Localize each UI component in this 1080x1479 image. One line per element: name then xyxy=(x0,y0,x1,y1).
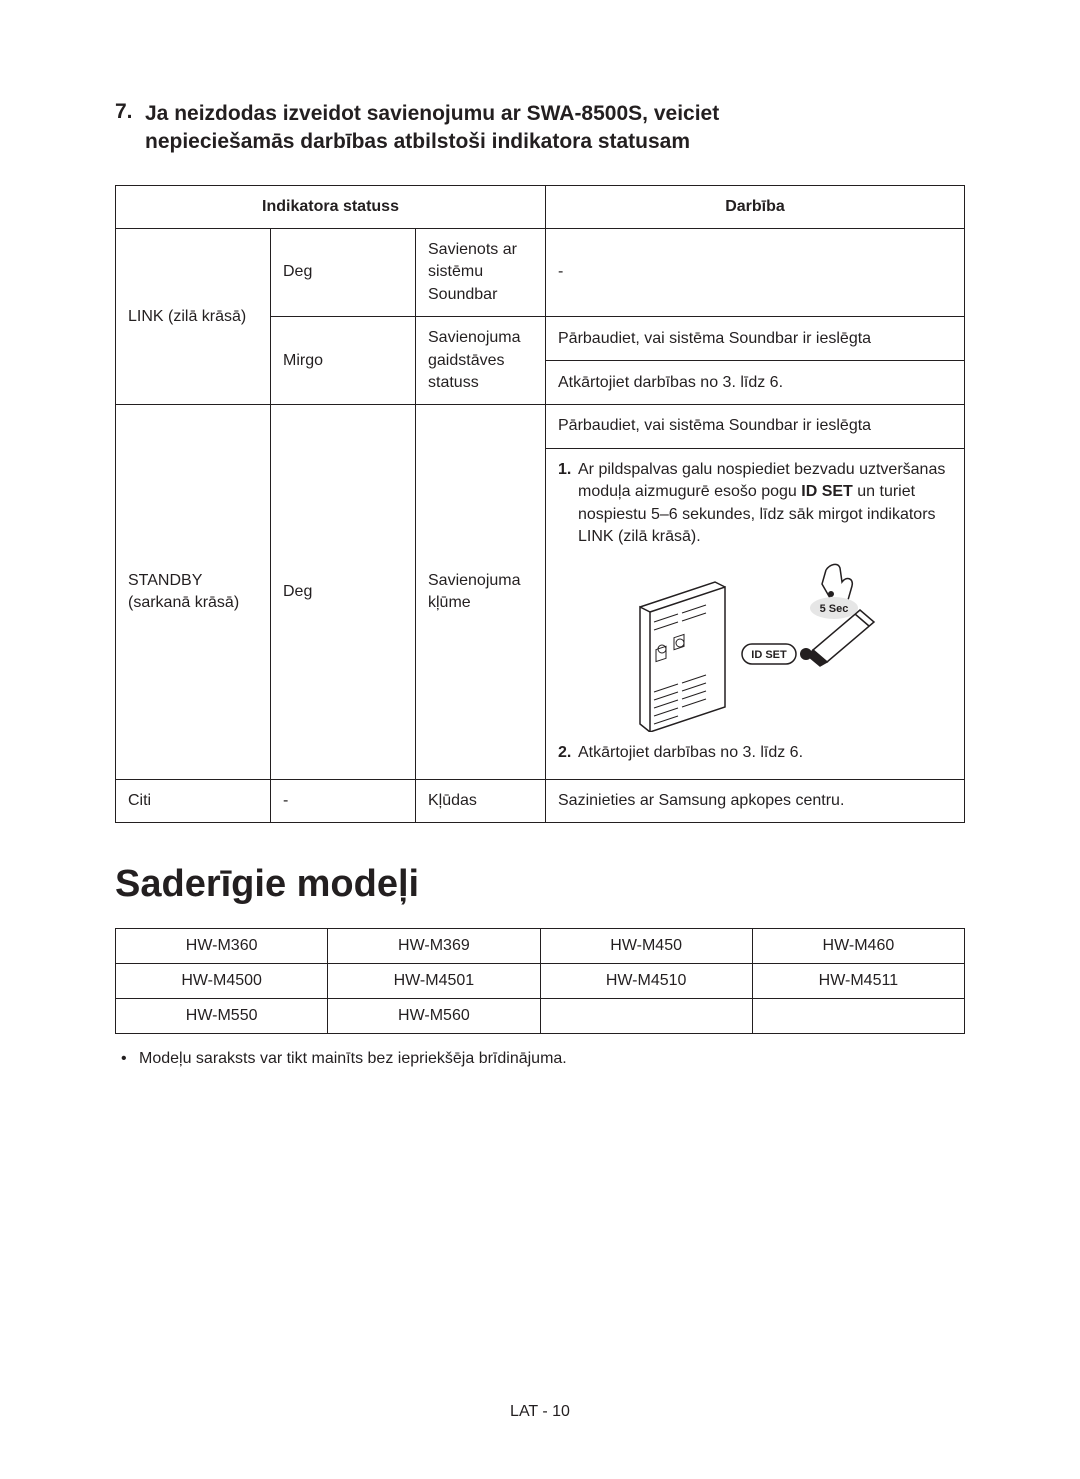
link-mirgo: Mirgo xyxy=(271,317,416,405)
heading-title-line2: nepieciešamās darbības atbilstoši indika… xyxy=(145,130,690,153)
link-mirgo-action1: Pārbaudiet, vai sistēma Soundbar ir iesl… xyxy=(546,317,965,361)
model-cell: HW-M4500 xyxy=(116,964,328,999)
link-deg: Deg xyxy=(271,229,416,317)
model-cell: HW-M550 xyxy=(116,999,328,1034)
model-cell: HW-M460 xyxy=(752,929,964,964)
step1-text: Ar pildspalvas galu nospiediet bezvadu u… xyxy=(578,459,952,549)
standby-meaning: Savienojuma kļūme xyxy=(416,405,546,779)
step1-bold-idset: ID SET xyxy=(801,483,853,500)
model-cell: HW-M560 xyxy=(328,999,540,1034)
link-mirgo-action2: Atkārtojiet darbības no 3. līdz 6. xyxy=(546,361,965,405)
table-header-action: Darbība xyxy=(546,185,965,228)
page-footer: LAT - 10 xyxy=(0,1403,1080,1421)
section-7-heading: 7. Ja neizdodas izveidot savienojumu ar … xyxy=(115,100,965,157)
bullet-icon: • xyxy=(121,1050,139,1068)
standby-step2: 2. Atkārtojiet darbības no 3. līdz 6. xyxy=(558,742,952,764)
model-cell: HW-M450 xyxy=(540,929,752,964)
model-cell xyxy=(540,999,752,1034)
other-c3: Kļūdas xyxy=(416,779,546,822)
model-cell: HW-M360 xyxy=(116,929,328,964)
indicator-status-table: Indikatora statuss Darbība LINK (zilā kr… xyxy=(115,185,965,823)
idset-diagram-svg: ID SET xyxy=(630,562,880,732)
table-header-status: Indikatora statuss xyxy=(116,185,546,228)
other-c1: Citi xyxy=(116,779,271,822)
standby-label-line2: (sarkanā krāsā) xyxy=(128,594,239,611)
standby-step1: 1. Ar pildspalvas galu nospiediet bezvad… xyxy=(558,459,952,549)
step2-number: 2. xyxy=(558,742,578,764)
other-c2: - xyxy=(271,779,416,822)
compatible-models-heading: Saderīgie modeļi xyxy=(115,863,965,906)
model-cell: HW-M4510 xyxy=(540,964,752,999)
standby-deg: Deg xyxy=(271,405,416,779)
model-cell: HW-M4501 xyxy=(328,964,540,999)
link-mirgo-meaning: Savienojuma gaidstāves statuss xyxy=(416,317,546,405)
idset-diagram: ID SET xyxy=(558,562,952,732)
models-note: • Modeļu saraksts var tikt mainīts bez i… xyxy=(121,1050,965,1068)
other-c4: Sazinieties ar Samsung apkopes centru. xyxy=(546,779,965,822)
model-cell: HW-M369 xyxy=(328,929,540,964)
step1-number: 1. xyxy=(558,459,578,549)
diagram-5sec-label: 5 Sec xyxy=(820,603,849,615)
link-deg-action: - xyxy=(546,229,965,317)
model-cell xyxy=(752,999,964,1034)
diagram-idset-label: ID SET xyxy=(751,649,787,661)
standby-status-label: STANDBY (sarkanā krāsā) xyxy=(116,405,271,779)
models-note-text: Modeļu saraksts var tikt mainīts bez iep… xyxy=(139,1050,567,1068)
compatible-models-table: HW-M360 HW-M369 HW-M450 HW-M460 HW-M4500… xyxy=(115,928,965,1034)
standby-action0: Pārbaudiet, vai sistēma Soundbar ir iesl… xyxy=(546,405,965,448)
link-status-label: LINK (zilā krāsā) xyxy=(116,229,271,405)
step2-text: Atkārtojiet darbības no 3. līdz 6. xyxy=(578,742,952,764)
model-cell: HW-M4511 xyxy=(752,964,964,999)
heading-number: 7. xyxy=(115,100,145,157)
heading-title: Ja neizdodas izveidot savienojumu ar SWA… xyxy=(145,100,719,157)
standby-steps-cell: 1. Ar pildspalvas galu nospiediet bezvad… xyxy=(546,448,965,779)
standby-label-line1: STANDBY xyxy=(128,572,202,589)
link-deg-meaning: Savienots ar sistēmu Soundbar xyxy=(416,229,546,317)
heading-title-line1: Ja neizdodas izveidot savienojumu ar SWA… xyxy=(145,102,719,125)
